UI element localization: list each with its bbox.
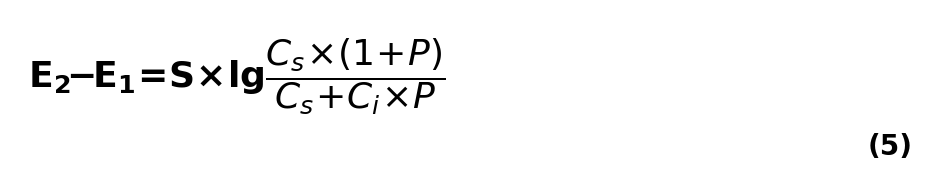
Text: (5): (5) [868, 133, 912, 161]
Text: $\mathbf{E_2\!\!-\!\!E_1\!=\!S\!\times\!lg}\dfrac{C_s\!\times\!(1\!+\!P)}{C_s\!+: $\mathbf{E_2\!\!-\!\!E_1\!=\!S\!\times\!… [28, 37, 445, 117]
